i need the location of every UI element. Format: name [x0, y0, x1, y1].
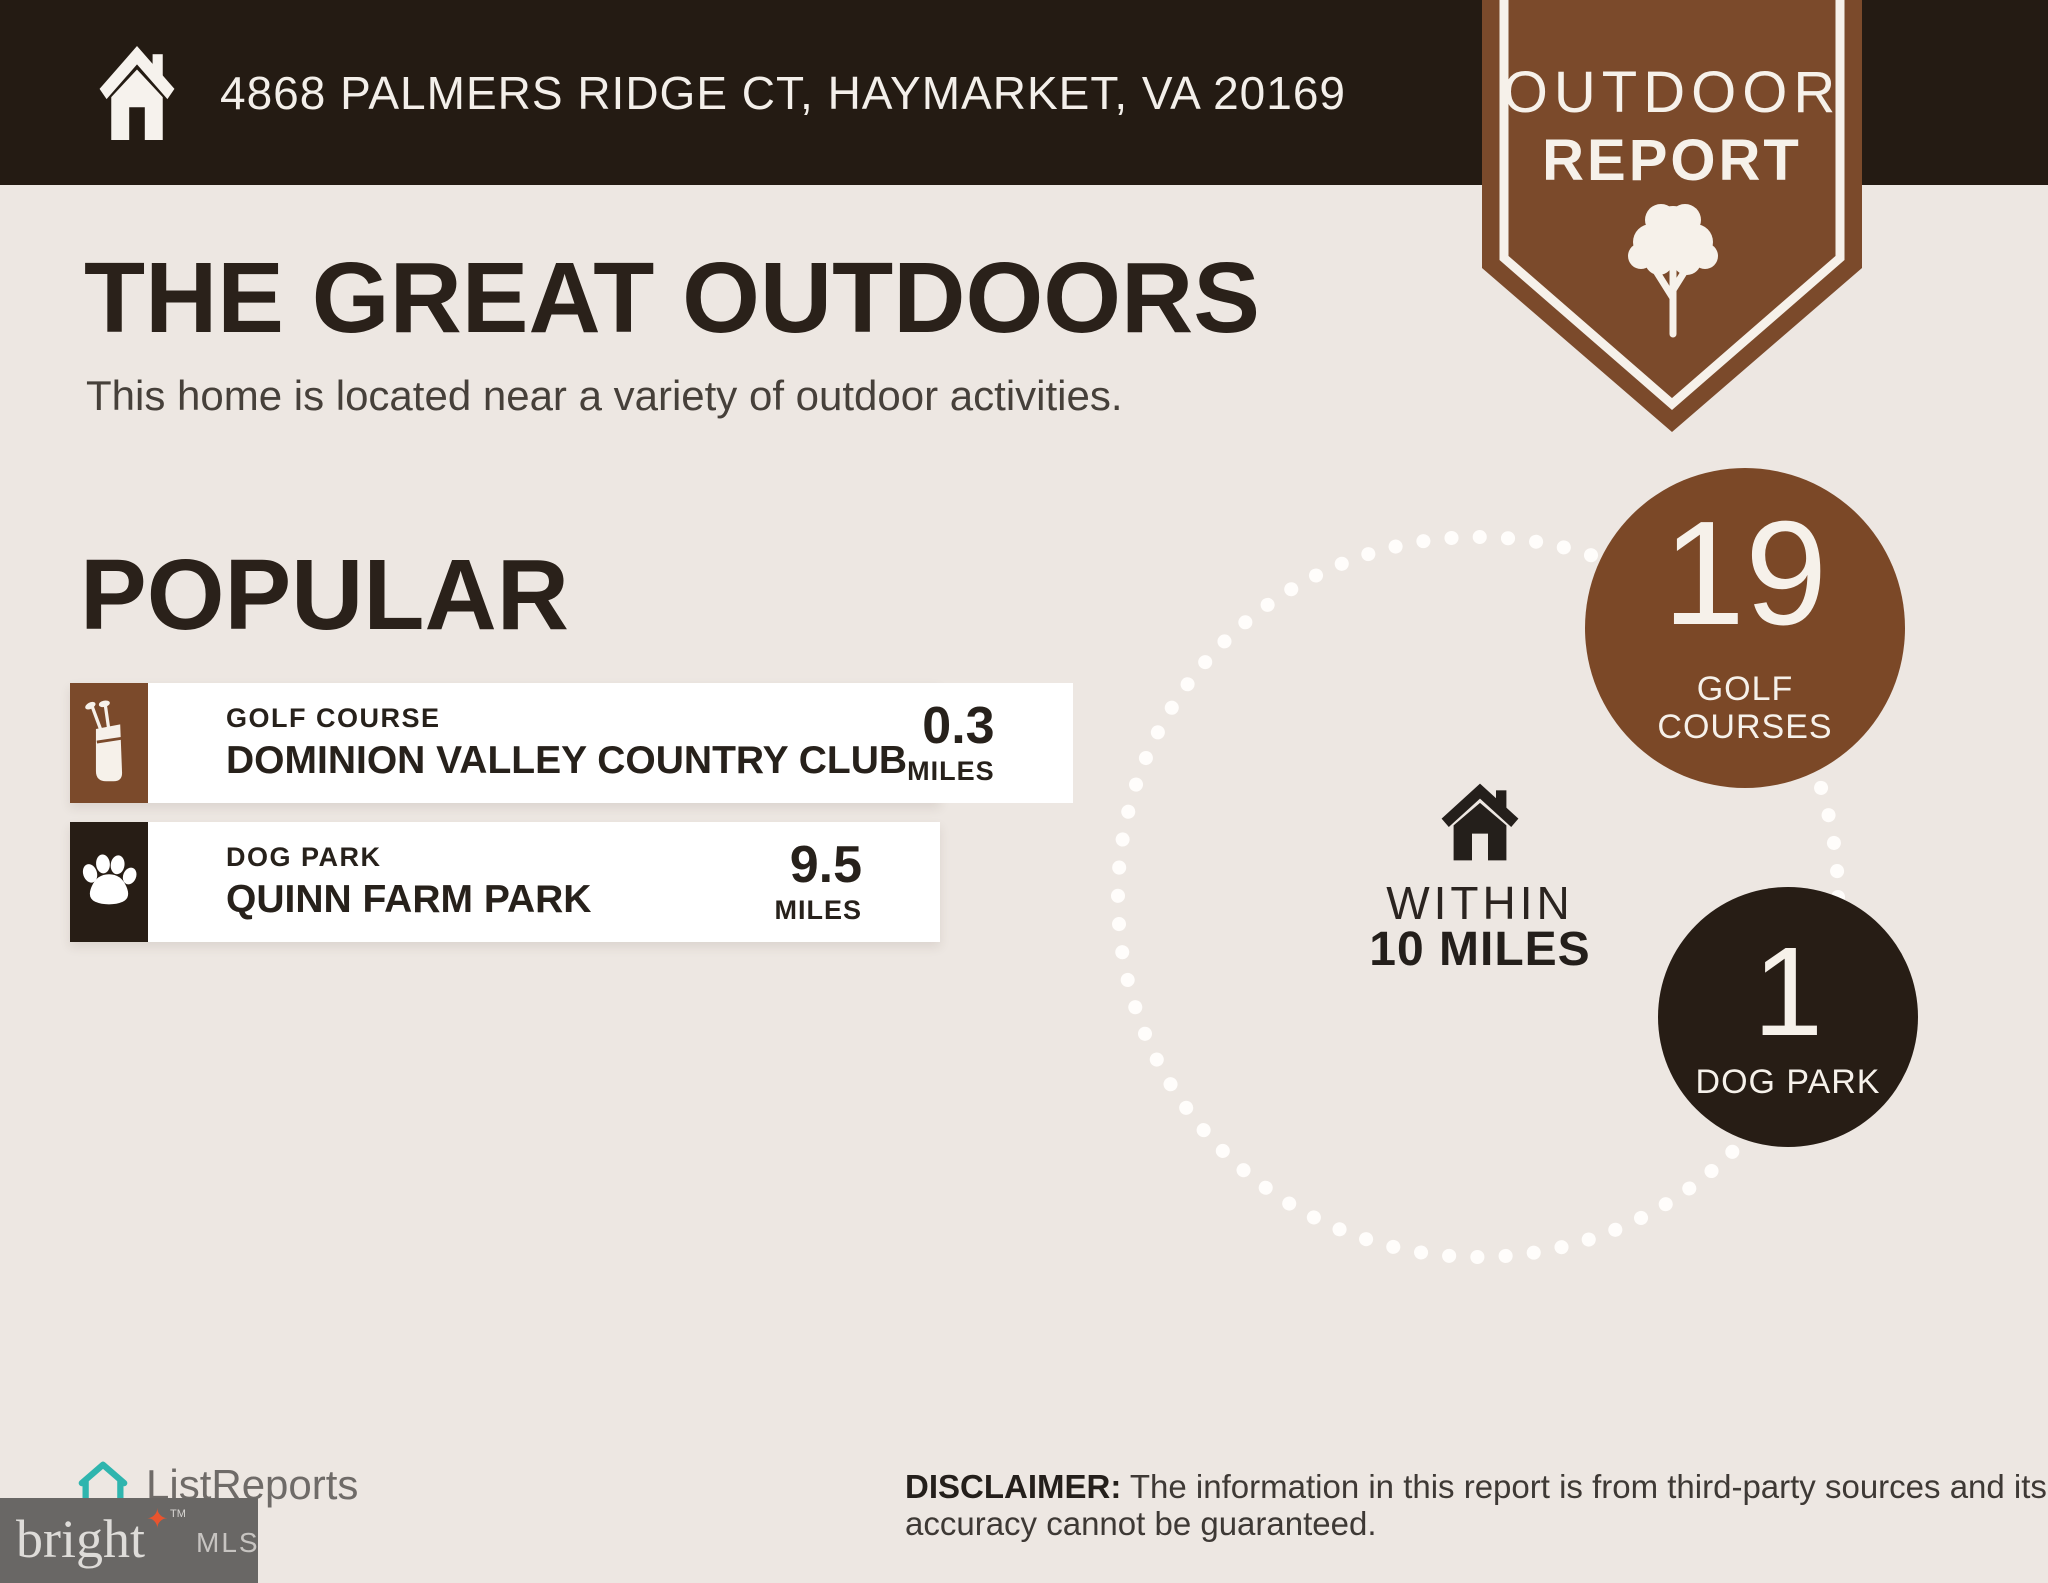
poi-distance: 0.3 MILES	[907, 700, 995, 787]
poi-row-body: GOLF COURSE DOMINION VALLEY COUNTRY CLUB…	[148, 683, 1073, 803]
poi-distance-unit: MILES	[907, 755, 995, 786]
brightmls-wordmark: bright	[16, 1509, 145, 1569]
paw-icon	[82, 854, 137, 905]
poi-distance: 9.5 MILES	[774, 839, 862, 926]
golf-courses-stat-circle: 19 GOLF COURSES	[1585, 468, 1905, 788]
poi-distance-value: 0.3	[922, 696, 995, 755]
brightmls-mls-label: MLS	[196, 1527, 260, 1558]
golf-courses-count: 19	[1662, 491, 1828, 656]
poi-category: GOLF COURSE	[226, 703, 441, 733]
paw-icon-tile	[70, 822, 148, 942]
page-subtitle: This home is located near a variety of o…	[86, 372, 1123, 419]
golf-bag-icon-tile	[70, 683, 148, 803]
dog-park-stat-circle: 1 DOG PARK	[1658, 887, 1918, 1147]
disclaimer-text: The information in this report is from t…	[905, 1468, 2047, 1542]
poi-row-body: DOG PARK QUINN FARM PARK 9.5 MILES	[148, 822, 940, 942]
golf-courses-label-line1: GOLF	[1696, 670, 1794, 708]
ribbon-inner-border	[1499, 0, 1845, 410]
within-label: WITHIN	[1386, 877, 1574, 929]
golf-bag-icon	[85, 700, 123, 782]
outdoor-report-badge: OUTDOOR REPORT	[1482, 0, 1862, 432]
home-icon	[99, 45, 175, 140]
poi-name: QUINN FARM PARK	[226, 878, 592, 921]
tree-icon	[1628, 204, 1718, 338]
dog-park-label: DOG PARK	[1695, 1063, 1881, 1101]
poi-distance-value: 9.5	[789, 835, 862, 894]
radius-distance-label: 10 MILES	[1369, 923, 1591, 976]
poi-row-dog-park: DOG PARK QUINN FARM PARK 9.5 MILES	[70, 822, 940, 942]
golf-courses-label-line2: COURSES	[1657, 708, 1833, 746]
brightmls-star-icon: ✦	[146, 1504, 169, 1534]
poi-category: DOG PARK	[226, 842, 382, 872]
disclaimer: DISCLAIMER: The information in this repo…	[905, 1468, 2048, 1542]
brightmls-logo-box: bright TM ✦ MLS	[0, 1498, 258, 1583]
poi-distance-unit: MILES	[774, 894, 862, 925]
disclaimer-label: DISCLAIMER:	[905, 1468, 1122, 1505]
poi-row-golf-course: GOLF COURSE DOMINION VALLEY COUNTRY CLUB…	[70, 683, 1073, 803]
popular-heading: POPULAR	[80, 539, 569, 651]
page-title: THE GREAT OUTDOORS	[84, 242, 1260, 354]
property-address: 4868 PALMERS RIDGE CT, HAYMARKET, VA 201…	[220, 66, 1346, 119]
poi-name: DOMINION VALLEY COUNTRY CLUB	[226, 739, 908, 782]
dog-park-count: 1	[1752, 921, 1824, 1062]
ribbon-title-line1: OUTDOOR	[1503, 60, 1841, 125]
brightmls-trademark: TM	[170, 1508, 186, 1520]
home-icon-radius-center	[1441, 783, 1519, 861]
ribbon-title-line2: REPORT	[1542, 128, 1802, 193]
